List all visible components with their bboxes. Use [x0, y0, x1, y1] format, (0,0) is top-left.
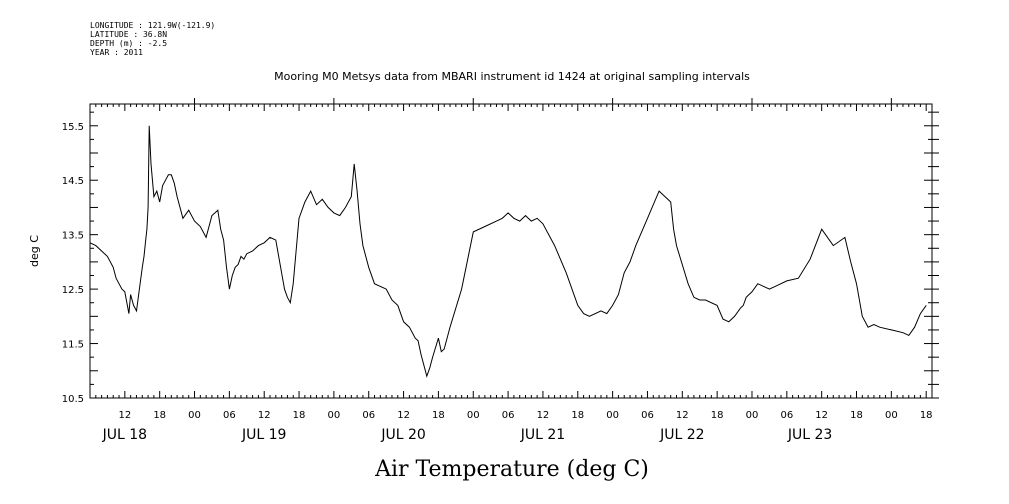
x-axis-labels: 12 18 00 06 12 18 00 06 12 18 00 06 12 18 00 06 12 18 00 06…	[118, 410, 932, 421]
x-tick-label: 00	[188, 410, 201, 421]
y-tick-label: 11.5	[62, 340, 84, 351]
x-tick-label: 06	[641, 410, 654, 421]
depth-text: DEPTH (m) : -2.5	[90, 39, 168, 48]
y-tick-label: 13.5	[62, 231, 84, 242]
x-tick-label: 12	[397, 410, 410, 421]
x-tick-label: 00	[746, 410, 759, 421]
axis-ticks	[89, 98, 939, 399]
date-labels: JUL 18 JUL 19 JUL 20 JUL 21 JUL 22 JUL 23	[102, 427, 833, 443]
y-axis-title: deg C	[28, 235, 41, 267]
x-tick-label: 06	[780, 410, 793, 421]
y-tick-label: 10.5	[62, 394, 84, 405]
x-tick-label: 18	[432, 410, 445, 421]
date-label: JUL 22	[659, 427, 704, 443]
plot-frame	[89, 103, 933, 399]
chart-title: Mooring M0 Metsys data from MBARI instru…	[274, 70, 750, 83]
temperature-series-line	[89, 125, 927, 378]
x-tick-label: 06	[223, 410, 236, 421]
date-label: JUL 19	[241, 427, 286, 443]
longitude-text: LONGITUDE : 121.9W(-121.9)	[90, 21, 216, 30]
y-tick-label: 15.5	[62, 122, 84, 133]
date-label: JUL 21	[520, 427, 565, 443]
x-tick-label: 00	[606, 410, 619, 421]
x-tick-label: 18	[850, 410, 863, 421]
x-tick-label: 00	[467, 410, 480, 421]
x-tick-label: 12	[118, 410, 131, 421]
x-tick-label: 18	[920, 410, 933, 421]
y-tick-label: 12.5	[62, 285, 84, 296]
x-axis-title: Air Temperature (deg C)	[374, 457, 649, 482]
x-tick-label: 18	[293, 410, 306, 421]
x-tick-label: 12	[676, 410, 689, 421]
x-tick-label: 00	[328, 410, 341, 421]
x-tick-label: 12	[537, 410, 550, 421]
date-label: JUL 18	[102, 427, 147, 443]
x-tick-label: 18	[571, 410, 584, 421]
y-tick-label: 14.5	[62, 176, 84, 187]
date-label: JUL 23	[787, 427, 832, 443]
metadata-block: LONGITUDE : 121.9W(-121.9) LATITUDE : 36…	[90, 21, 215, 57]
date-label: JUL 20	[380, 427, 425, 443]
year-text: YEAR : 2011	[90, 48, 143, 57]
x-tick-label: 18	[711, 410, 724, 421]
x-tick-label: 12	[258, 410, 271, 421]
x-tick-label: 12	[815, 410, 828, 421]
x-tick-label: 06	[362, 410, 375, 421]
x-tick-label: 00	[885, 410, 898, 421]
latitude-text: LATITUDE : 36.8N	[90, 30, 168, 39]
x-tick-label: 06	[502, 410, 515, 421]
y-axis-labels: 10.5 11.5 12.5 13.5 14.5 15.5	[62, 122, 84, 405]
x-tick-label: 18	[153, 410, 166, 421]
